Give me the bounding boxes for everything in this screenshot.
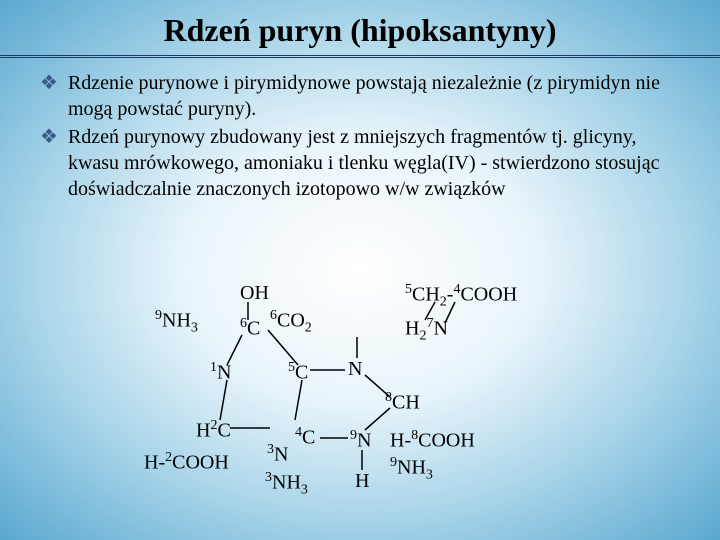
node-9NH3: 9NH3 bbox=[155, 308, 198, 337]
node-H: H bbox=[355, 470, 369, 493]
node-1N: 1N bbox=[210, 360, 231, 385]
node-H8COOH: H-8COOH bbox=[390, 428, 475, 453]
node-N: N bbox=[348, 358, 362, 381]
node-3N: 3N bbox=[267, 442, 288, 467]
bullet-mark: ❖ bbox=[40, 124, 58, 202]
node-6C: 6C bbox=[240, 316, 260, 341]
bullet-1: ❖ Rdzenie purynowe i pirymidynowe powsta… bbox=[40, 70, 692, 122]
node-5C: 5C bbox=[288, 360, 308, 385]
node-H2COOH: H-2COOH bbox=[144, 450, 229, 475]
chemical-diagram: OH 9NH3 6C 6CO2 1N 5C N 5CH2-4COOH H27N … bbox=[150, 290, 570, 530]
node-H2C: H2C bbox=[196, 418, 231, 443]
node-6CO2: 6CO2 bbox=[270, 308, 312, 337]
bullet-mark: ❖ bbox=[40, 70, 58, 122]
bullet-text-2: Rdzeń purynowy zbudowany jest z mniejszy… bbox=[68, 124, 692, 202]
slide-title: Rdzeń puryn (hipoksantyny) bbox=[0, 0, 720, 58]
diagram-lines bbox=[150, 290, 570, 530]
node-OH: OH bbox=[240, 282, 269, 305]
node-4C: 4C bbox=[295, 425, 315, 450]
node-9N: 9N bbox=[350, 428, 371, 453]
content-area: ❖ Rdzenie purynowe i pirymidynowe powsta… bbox=[0, 58, 720, 202]
node-5CH2-4COOH: 5CH2-4COOH bbox=[405, 282, 517, 311]
node-H27N: H27N bbox=[405, 316, 448, 345]
bullet-text-1: Rdzenie purynowe i pirymidynowe powstają… bbox=[68, 70, 692, 122]
node-3NH3: 3NH3 bbox=[265, 470, 308, 499]
bullet-2: ❖ Rdzeń purynowy zbudowany jest z mniejs… bbox=[40, 124, 692, 202]
node-8CH: 8CH bbox=[385, 390, 420, 415]
node-9NH3b: 9NH3 bbox=[390, 455, 433, 484]
